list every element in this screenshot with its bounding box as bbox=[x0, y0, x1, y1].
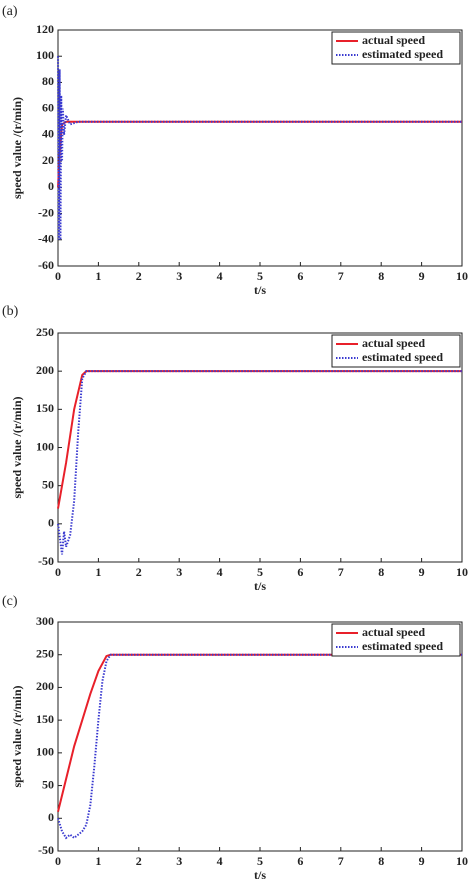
y-tick-label: -50 bbox=[38, 843, 54, 857]
legend-box bbox=[331, 623, 461, 657]
legend-label: estimated speed bbox=[362, 350, 443, 364]
x-tick-label: 0 bbox=[55, 854, 61, 868]
y-tick-label: -60 bbox=[38, 258, 54, 272]
x-tick-label: 5 bbox=[257, 854, 263, 868]
x-tick-label: 3 bbox=[176, 565, 182, 579]
x-tick-label: 8 bbox=[378, 269, 384, 283]
x-tick-label: 1 bbox=[95, 269, 101, 283]
legend-box bbox=[331, 334, 461, 368]
x-tick-label: 6 bbox=[297, 269, 303, 283]
series-line bbox=[57, 120, 462, 188]
y-tick-label: 250 bbox=[36, 325, 54, 339]
y-tick-label: 120 bbox=[36, 22, 54, 36]
y-tick-label: 40 bbox=[42, 127, 54, 141]
x-axis-label: t/s bbox=[254, 283, 266, 297]
x-tick-label: 10 bbox=[456, 854, 468, 868]
y-tick-label: 150 bbox=[36, 401, 54, 415]
x-tick-label: 8 bbox=[378, 854, 384, 868]
x-tick-label: 9 bbox=[419, 854, 425, 868]
x-tick-label: 1 bbox=[95, 565, 101, 579]
legend-box bbox=[331, 31, 461, 65]
y-tick-label: -20 bbox=[38, 205, 54, 219]
x-tick-label: 7 bbox=[338, 565, 344, 579]
y-tick-label: 50 bbox=[42, 477, 54, 491]
x-tick-label: 4 bbox=[217, 854, 223, 868]
y-tick-label: 20 bbox=[42, 153, 54, 167]
y-tick-label: 0 bbox=[48, 516, 54, 530]
x-tick-label: 10 bbox=[456, 269, 468, 283]
x-tick-label: 5 bbox=[257, 565, 263, 579]
x-tick-label: 2 bbox=[136, 269, 142, 283]
x-tick-label: 9 bbox=[419, 565, 425, 579]
x-tick-label: 6 bbox=[297, 854, 303, 868]
y-tick-label: 50 bbox=[42, 777, 54, 791]
y-tick-label: 100 bbox=[36, 745, 54, 759]
x-tick-label: 8 bbox=[378, 565, 384, 579]
y-tick-label: 60 bbox=[42, 100, 54, 114]
plot-frame bbox=[57, 29, 463, 267]
x-tick-label: 4 bbox=[217, 565, 223, 579]
x-tick-label: 0 bbox=[55, 565, 61, 579]
x-tick-label: 9 bbox=[419, 269, 425, 283]
x-tick-label: 2 bbox=[136, 565, 142, 579]
x-tick-label: 4 bbox=[217, 269, 223, 283]
series-line bbox=[57, 370, 462, 555]
x-tick-label: 2 bbox=[136, 854, 142, 868]
y-tick-label: -50 bbox=[38, 554, 54, 568]
panel-label: (a) bbox=[2, 4, 18, 19]
y-tick-label: 100 bbox=[36, 48, 54, 62]
legend-label: actual speed bbox=[362, 625, 425, 639]
y-tick-label: 200 bbox=[36, 363, 54, 377]
x-tick-label: 5 bbox=[257, 269, 263, 283]
y-tick-label: 100 bbox=[36, 439, 54, 453]
series-line bbox=[57, 370, 462, 509]
panel-label: (b) bbox=[2, 304, 19, 319]
legend-label: estimated speed bbox=[362, 47, 443, 61]
legend-label: estimated speed bbox=[362, 639, 443, 653]
legend-label: actual speed bbox=[362, 33, 425, 47]
series-line bbox=[57, 56, 462, 240]
y-tick-label: 0 bbox=[48, 810, 54, 824]
y-axis-label: speed value /(r/min) bbox=[10, 686, 24, 788]
y-tick-label: 250 bbox=[36, 646, 54, 660]
panel-label: (c) bbox=[2, 594, 18, 609]
legend-label: actual speed bbox=[362, 336, 425, 350]
x-tick-label: 7 bbox=[338, 269, 344, 283]
y-axis-label: speed value /(r/min) bbox=[10, 397, 24, 499]
series-line bbox=[57, 653, 462, 812]
x-tick-label: 7 bbox=[338, 854, 344, 868]
x-axis-label: t/s bbox=[254, 868, 266, 882]
x-tick-label: 3 bbox=[176, 854, 182, 868]
y-tick-label: 150 bbox=[36, 712, 54, 726]
x-tick-label: 1 bbox=[95, 854, 101, 868]
y-tick-label: 0 bbox=[48, 179, 54, 193]
y-axis-label: speed value /(r/min) bbox=[10, 97, 24, 199]
x-tick-label: 3 bbox=[176, 269, 182, 283]
y-tick-label: 300 bbox=[36, 614, 54, 628]
x-axis-label: t/s bbox=[254, 579, 266, 593]
y-tick-label: 80 bbox=[42, 74, 54, 88]
series-line bbox=[57, 653, 462, 840]
y-tick-label: 200 bbox=[36, 679, 54, 693]
x-tick-label: 0 bbox=[55, 269, 61, 283]
x-tick-label: 10 bbox=[456, 565, 468, 579]
x-tick-label: 6 bbox=[297, 565, 303, 579]
y-tick-label: -40 bbox=[38, 232, 54, 246]
